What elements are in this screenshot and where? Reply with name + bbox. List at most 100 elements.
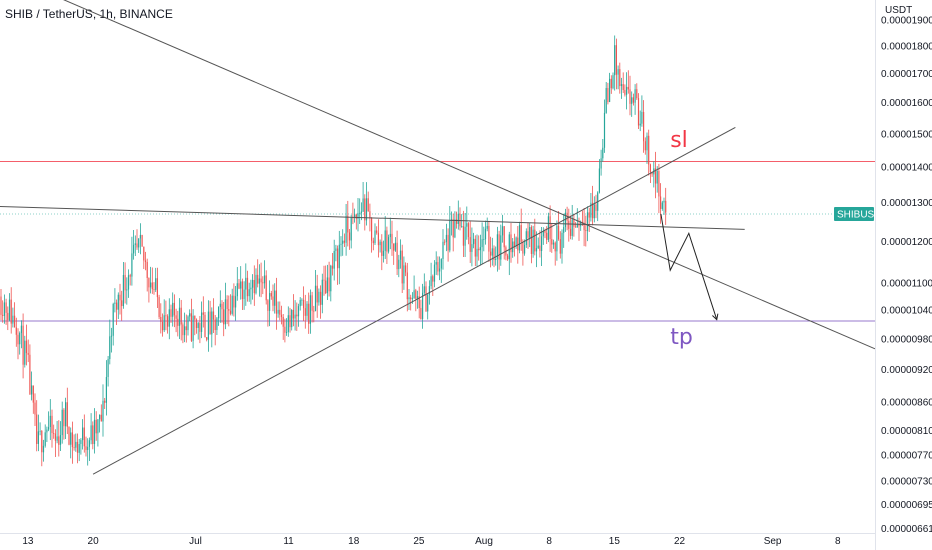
candle-body — [348, 232, 351, 241]
candle-body — [331, 265, 334, 269]
candle-body — [335, 248, 337, 251]
candle-body — [632, 97, 634, 103]
candle-body — [39, 430, 41, 432]
candle-body — [54, 433, 56, 441]
candle-body — [78, 444, 80, 453]
candle-body — [161, 321, 164, 331]
candle-body — [116, 302, 118, 310]
candle-body — [631, 97, 633, 104]
time-tick-label: 18 — [348, 536, 360, 547]
candle-body — [126, 289, 128, 291]
candle-body — [31, 385, 33, 395]
candle-body — [342, 240, 344, 244]
projection-path[interactable] — [660, 213, 719, 321]
candle-body — [473, 238, 475, 245]
candle-body — [41, 430, 43, 453]
candle-body — [393, 243, 395, 251]
price-tick-label: 0.00000860 — [881, 397, 932, 408]
time-tick-label: Aug — [475, 536, 493, 547]
candle-body — [211, 311, 213, 335]
candle-body — [546, 232, 548, 240]
candle-body — [51, 415, 53, 434]
candle-body — [87, 446, 89, 450]
candle-body — [365, 198, 368, 221]
candle-body — [517, 237, 519, 251]
candle-body — [593, 204, 595, 219]
candle-body — [71, 432, 73, 448]
candle-body — [437, 262, 439, 272]
candle-body — [617, 69, 619, 75]
candle-body — [107, 359, 109, 377]
candle-body — [501, 226, 504, 236]
candle-body — [49, 415, 51, 428]
candle-body — [537, 245, 539, 249]
candle-body — [554, 242, 556, 252]
candle-body — [513, 241, 515, 247]
candle-body — [529, 227, 531, 238]
trendline-1 — [63, 0, 876, 350]
trendlines[interactable] — [0, 0, 876, 475]
price-tick-label: 0.00000980 — [881, 334, 932, 345]
time-tick-label: 8 — [546, 536, 552, 547]
candle-body — [206, 337, 208, 340]
candle-body — [406, 272, 408, 300]
candle-body — [122, 274, 124, 307]
candle-body — [326, 277, 328, 294]
candle-body — [190, 313, 192, 341]
chart-title: SHIB / TetherUS, 1h, BINANCE — [5, 7, 173, 21]
candle-body — [19, 333, 21, 345]
candle-body — [445, 234, 447, 243]
candle-body — [558, 225, 560, 240]
candle-body — [498, 234, 500, 260]
candle-body — [646, 135, 648, 151]
symbol-badge — [834, 206, 874, 221]
candle-body — [151, 282, 153, 290]
candle-body — [425, 286, 427, 312]
candle-body — [243, 289, 245, 300]
candle-body — [311, 295, 313, 311]
price-axis-bg — [875, 0, 932, 550]
time-axis[interactable]: 13 20 Jul 11 18 25 Aug 8 15 22 Sep 8 — [0, 533, 875, 548]
candle-body — [240, 281, 242, 289]
candle-body — [394, 242, 396, 251]
candle-body — [588, 212, 590, 218]
time-tick-label: 22 — [674, 536, 686, 547]
candle-body — [110, 335, 113, 337]
candle-body — [245, 277, 247, 290]
candle-body — [490, 251, 492, 256]
candle-body — [481, 239, 483, 248]
candle-body — [350, 217, 352, 241]
candle-body — [12, 315, 14, 324]
candle-body — [253, 279, 255, 294]
symbol-badge-label: SHIBUSDT — [837, 209, 888, 220]
candle-body — [371, 218, 373, 241]
candle-body — [265, 275, 267, 301]
horizontal-lines[interactable]: 0.000014160.00001017SHIBUSDT0.0000127035… — [0, 154, 932, 329]
candle-body — [585, 230, 587, 232]
candle-body — [202, 312, 204, 315]
candle-body — [75, 441, 77, 448]
candle-body — [90, 425, 92, 441]
candle-body — [216, 318, 218, 331]
candle-body — [384, 230, 386, 251]
candle-body — [488, 225, 490, 252]
candle-body — [48, 427, 50, 430]
candle-body — [102, 400, 104, 422]
candle-body — [665, 200, 667, 213]
candle-body — [578, 223, 580, 227]
candle-body — [320, 291, 322, 305]
price-tick-label: 0.00000810 — [881, 426, 932, 437]
candle-body — [59, 435, 62, 445]
candle-body — [156, 278, 158, 298]
candle-body — [15, 327, 17, 335]
candle-body — [252, 279, 254, 288]
candle-body — [575, 226, 577, 228]
candle-body — [178, 307, 181, 326]
candle-body — [333, 250, 335, 269]
candle-body — [654, 168, 657, 184]
candle-body — [301, 299, 303, 301]
candle-body — [187, 316, 189, 331]
candle-body — [172, 302, 174, 317]
